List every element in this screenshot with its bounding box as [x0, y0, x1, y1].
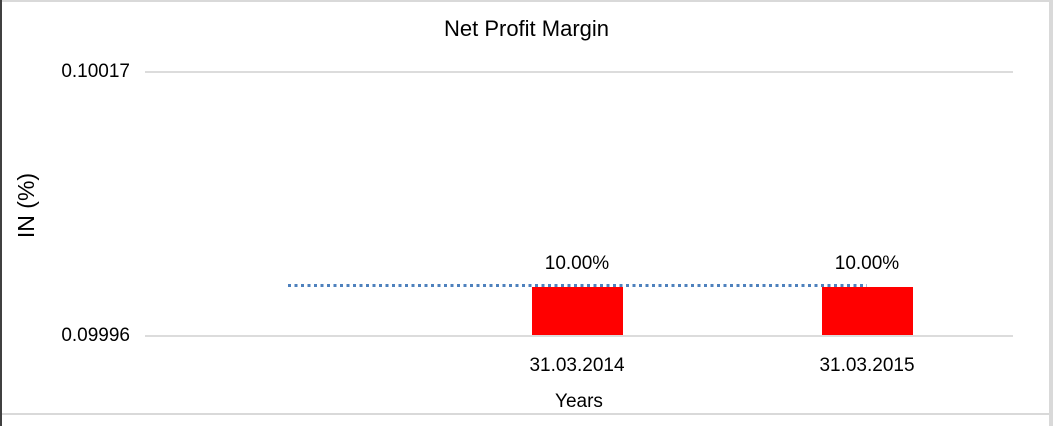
gridline-baseline [145, 335, 1013, 337]
y-axis-tick-min: 0.09996 [61, 325, 130, 346]
x-axis-tick-2015: 31.03.2015 [819, 355, 915, 376]
x-axis-tick-2014: 31.03.2014 [529, 355, 625, 376]
bar-2014 [532, 287, 623, 335]
chart-title: Net Profit Margin [443, 16, 610, 41]
chart-border-bottom [0, 413, 1053, 415]
chart-border-right [1049, 0, 1053, 426]
data-label-2015: 10.00% [834, 253, 900, 274]
data-label-2014: 10.00% [544, 253, 610, 274]
y-axis-title-text: IN (%) [13, 172, 40, 238]
chart-border-left [0, 0, 2, 426]
y-axis-title: IN (%) [0, 163, 54, 247]
y-axis-tick-max: 0.10017 [61, 61, 130, 82]
trendline-dotted [288, 284, 867, 287]
gridline-top [145, 71, 1013, 73]
x-axis-title: Years [555, 391, 603, 412]
bar-2015 [822, 287, 913, 335]
chart-border-top [0, 0, 1053, 2]
